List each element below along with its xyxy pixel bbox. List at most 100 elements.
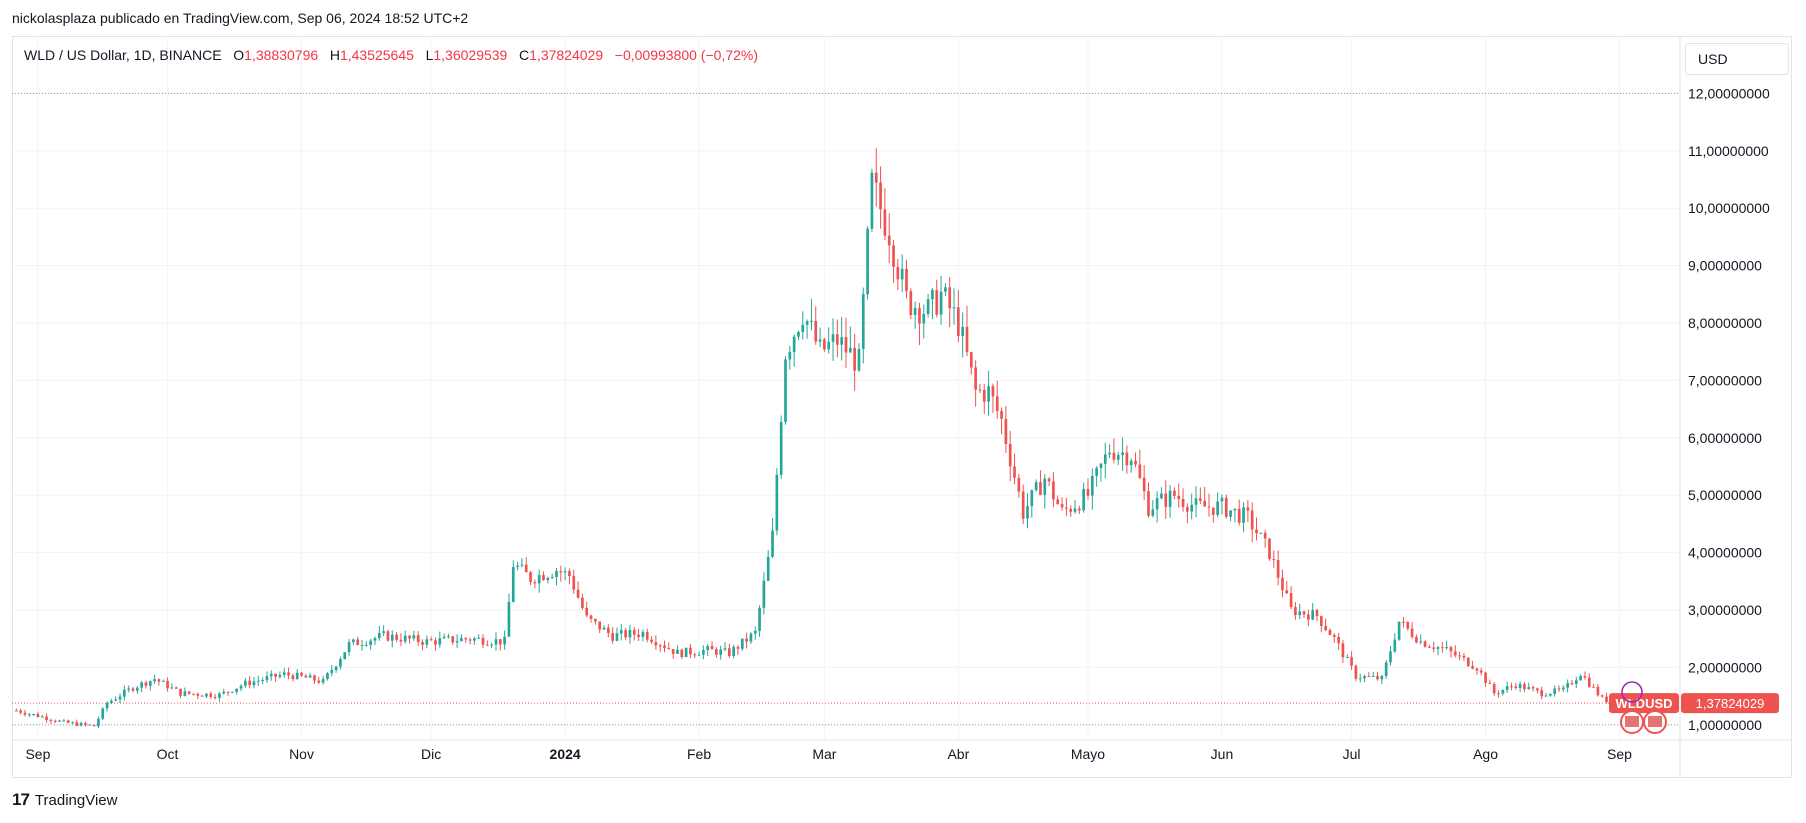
- candle-body: [1440, 647, 1444, 649]
- candle-body: [183, 691, 187, 696]
- candle-body: [585, 607, 589, 616]
- date-tick-label: Mar: [812, 746, 836, 762]
- candle-body: [745, 638, 748, 642]
- candle-body: [53, 720, 57, 722]
- candle-body: [1034, 482, 1038, 491]
- candle-body: [110, 700, 113, 704]
- candle-body: [611, 633, 614, 641]
- candle-body: [1086, 488, 1090, 496]
- candle-body: [161, 680, 165, 682]
- candle-body: [1566, 683, 1569, 688]
- candle-body: [19, 710, 22, 713]
- candle-body: [1164, 493, 1168, 507]
- candle-body: [926, 299, 930, 314]
- candle-body: [1410, 628, 1414, 637]
- candle-body: [32, 713, 35, 715]
- candle-body: [1453, 651, 1457, 656]
- candle-body: [1008, 443, 1012, 467]
- candle-body: [14, 710, 18, 712]
- candle-body: [144, 682, 148, 686]
- candle-body: [1402, 621, 1405, 623]
- candle-body: [1298, 611, 1302, 616]
- candle-body: [671, 649, 675, 654]
- candle-body: [416, 635, 420, 643]
- candle-body: [645, 632, 649, 640]
- candle-body: [766, 556, 770, 581]
- candle-body: [1181, 498, 1185, 507]
- candle-body: [1449, 647, 1453, 652]
- candle-body: [1605, 696, 1608, 702]
- candle-body: [555, 571, 558, 577]
- candle-body: [1090, 475, 1094, 496]
- candle-body: [460, 638, 463, 642]
- symbol-tag-text: WLDUSD: [1615, 696, 1672, 711]
- candle-body: [1479, 670, 1483, 673]
- candle-body: [321, 678, 325, 683]
- candle-body: [982, 389, 986, 402]
- date-tick-label: Oct: [157, 746, 179, 762]
- candle-body: [1211, 507, 1215, 515]
- candle-body: [330, 669, 334, 674]
- candle-body: [632, 630, 636, 635]
- candle-body: [1155, 498, 1159, 510]
- candle-body: [624, 630, 627, 638]
- candle-body: [1341, 643, 1345, 658]
- candle-body: [485, 644, 489, 646]
- candle-body: [1510, 686, 1513, 688]
- candle-body: [1488, 682, 1492, 684]
- candle-body: [36, 713, 40, 718]
- date-tick-label: Dic: [421, 746, 441, 762]
- candle-body: [1484, 672, 1487, 683]
- candle-body: [581, 597, 584, 608]
- candle-body: [343, 652, 347, 660]
- candle-body: [231, 691, 234, 693]
- candle-body: [1134, 460, 1137, 465]
- candle-body: [520, 564, 524, 566]
- candle-body: [464, 638, 468, 640]
- candle-body: [1190, 504, 1194, 512]
- candle-body: [1475, 668, 1479, 671]
- candle-body: [377, 632, 381, 639]
- candle-body: [663, 645, 666, 649]
- candle-body: [702, 650, 705, 655]
- candle-body: [1207, 506, 1211, 508]
- candle-body: [775, 474, 779, 531]
- candle-body: [1570, 683, 1574, 685]
- candle-body: [226, 691, 230, 693]
- candle-body: [45, 716, 48, 720]
- candle-body: [689, 647, 692, 655]
- candle-body: [269, 673, 273, 677]
- candle-body: [1518, 684, 1522, 688]
- candle-body: [1497, 693, 1500, 695]
- candle-body: [650, 639, 653, 643]
- candle-body: [455, 641, 459, 643]
- candle-body: [1596, 686, 1600, 696]
- date-tick-label: Mayo: [1071, 746, 1105, 762]
- candle-body: [805, 321, 809, 325]
- candle-body: [27, 714, 31, 716]
- candle-body: [1501, 689, 1505, 694]
- candle-body: [92, 724, 96, 727]
- candle-body: [589, 615, 593, 619]
- candle-body: [892, 245, 895, 267]
- candle-body: [390, 634, 394, 641]
- candle-body: [248, 680, 252, 686]
- date-tick-label: 2024: [550, 746, 581, 762]
- candle-body: [282, 672, 286, 675]
- candle-body: [481, 637, 485, 645]
- candle-body: [706, 646, 710, 651]
- candle-body: [179, 688, 182, 696]
- currency-button[interactable]: USD: [1685, 43, 1789, 75]
- candle-body: [1406, 621, 1410, 629]
- candle-body: [153, 679, 156, 682]
- candle-body: [75, 722, 79, 726]
- candle-body: [1540, 690, 1544, 697]
- candle-body: [274, 673, 277, 677]
- candle-body: [1026, 506, 1029, 519]
- candle-body: [771, 530, 774, 557]
- candle-body: [101, 708, 105, 719]
- candle-body: [1492, 683, 1496, 694]
- candle-body: [1337, 636, 1340, 644]
- date-tick-label: Feb: [687, 746, 711, 762]
